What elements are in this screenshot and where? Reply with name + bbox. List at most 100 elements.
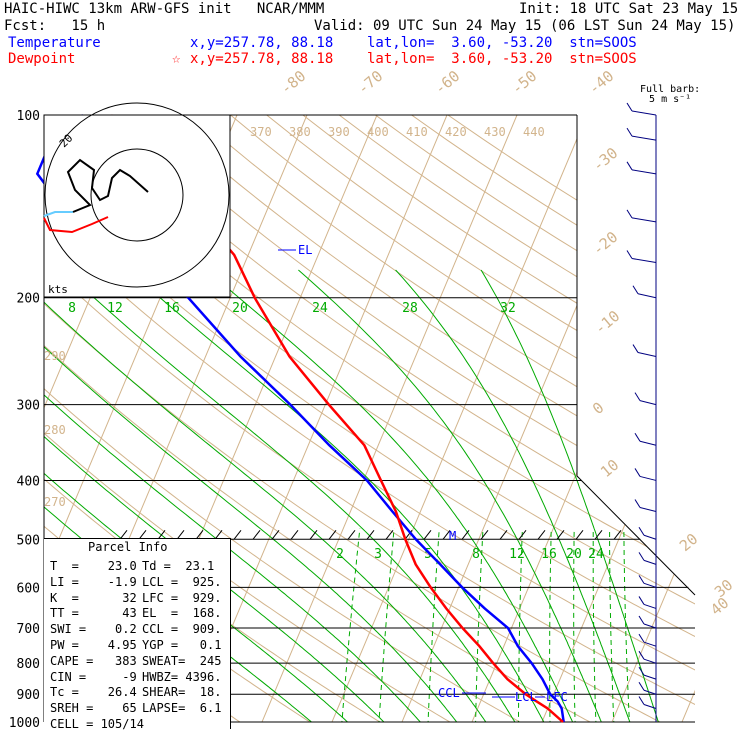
hatch-mark (442, 529, 451, 540)
moist-adiabat-line (206, 269, 580, 722)
hatch-mark (423, 529, 432, 540)
parcel-info-row: CELL = 105/14 (50, 717, 144, 733)
hatch-mark (461, 529, 470, 540)
hatch-mark (138, 529, 147, 540)
parcel-info-right: EL = 168. (142, 606, 222, 621)
wind-barb (643, 689, 657, 695)
parcel-info-right: CCL = 909. (142, 622, 222, 637)
dry-adiabat-line (338, 115, 695, 722)
wind-barb (639, 440, 657, 446)
mixing-ratio-label: 24 (312, 301, 328, 316)
hatch-mark (480, 529, 489, 540)
pressure-label: 800 (17, 657, 40, 672)
wind-barb (639, 400, 657, 406)
hatch-mark (518, 529, 527, 540)
isotherm-label: -80 (277, 67, 309, 98)
hatch-mark (575, 529, 584, 540)
temperature-legend-label: Temperature (8, 35, 101, 51)
dry-adiabat-line (44, 115, 695, 722)
hatch-mark (499, 529, 508, 540)
parcel-info-row: LI = -1.9 LCL = 925. (50, 574, 221, 591)
hodograph-trace-black (66, 158, 149, 213)
wind-barb-flag (634, 432, 641, 442)
isotherm-label: 40 (707, 594, 732, 619)
mixing-ratio-line (474, 528, 484, 722)
wind-barb (643, 559, 657, 565)
wind-barb-flag (626, 209, 633, 219)
mixing-ratio-line (549, 528, 552, 722)
wind-barb-flag (634, 499, 641, 508)
parcel-info-right: SHEAR= 18. (142, 685, 222, 700)
theta-label: 420 (445, 125, 467, 139)
isotherm-label: -50 (508, 67, 540, 98)
pressure-label: 500 (17, 533, 40, 548)
isotherm-line (396, 115, 658, 722)
dewpoint-location-info: x,y=257.78, 88.18 lat,lon= 3.60, -53.20 … (190, 51, 637, 67)
wind-barb-flag (638, 596, 645, 605)
theta-label: 430 (484, 125, 506, 139)
pressure-label: 100 (17, 109, 40, 124)
wind-barb (643, 658, 657, 664)
mixing-ratio-label: 12 (107, 301, 123, 316)
theta-label: 380 (289, 125, 311, 139)
mixing-ratio-label: 32 (500, 301, 516, 316)
valid-time: Valid: 09 UTC Sun 24 May 15 (06 LST Sun … (314, 18, 736, 34)
hatch-mark (119, 529, 128, 540)
mixing-ratio-line (427, 528, 440, 722)
hatch-mark (233, 529, 242, 540)
wind-barb-flag (626, 250, 633, 259)
ccl-label: CCL (438, 686, 460, 700)
isotherm-label: 0 (589, 398, 607, 418)
hatch-mark (176, 529, 185, 540)
moist-adiabat-line (44, 269, 432, 722)
parcel-info-title: Parcel Info (88, 540, 168, 554)
moist-adiabat-line (44, 269, 496, 722)
wind-barb-flag (632, 285, 639, 294)
m-label: M (449, 529, 456, 543)
parcel-info-left: K = 32 (50, 590, 137, 605)
isotherm-line (606, 115, 695, 722)
parcel-info-right: LAPSE= 6.1 (142, 701, 222, 716)
dewpoint-marker-icon: ☆ (172, 51, 181, 67)
moist-adiabat-line (44, 269, 397, 722)
theta-label: 440 (523, 125, 545, 139)
isotherm-label: -30 (589, 144, 621, 175)
init-time: Init: 18 UTC Sat 23 May 15 (519, 1, 739, 17)
wind-barb (643, 534, 657, 540)
pressure-label: 200 (17, 292, 40, 307)
isotherm-label: -60 (431, 67, 463, 98)
theta-label: 290 (44, 349, 66, 363)
hatch-mark (556, 529, 565, 540)
wind-barb-flag (638, 615, 645, 625)
wind-barb (631, 110, 657, 116)
theta-label: 270 (44, 495, 66, 509)
wind-barb-flag (626, 102, 633, 112)
wind-barb (637, 352, 657, 358)
lfc-label: LFC (546, 690, 568, 704)
parcel-info-right: HWBZ= 4396. (142, 669, 222, 684)
wind-barb (639, 475, 657, 481)
parcel-info-row: T = 23.0 Td = 23.1 (50, 559, 214, 575)
hodograph-trace-red (43, 216, 109, 234)
dry-adiabat-line (44, 115, 544, 722)
hatch-mark (328, 529, 337, 540)
mixing-ratio-label: 24 (588, 547, 604, 562)
parcel-info-left: LI = -1.9 (50, 574, 137, 589)
parcel-info-row: Tc = 26.4 SHEAR= 18. (50, 685, 221, 701)
moist-adiabat-line (63, 269, 524, 722)
wind-barb (631, 135, 657, 141)
hatch-mark (252, 529, 261, 540)
parcel-info-row: K = 32 LFC = 929. (50, 590, 221, 607)
temperature-location-info: x,y=257.78, 88.18 lat,lon= 3.60, -53.20 … (190, 35, 637, 51)
wind-barb-flag (634, 468, 641, 477)
mixing-ratio-label: 16 (541, 547, 557, 562)
pressure-label: 1000 (9, 716, 40, 731)
dry-adiabat-line (193, 115, 695, 722)
dewpoint-legend-label: Dewpoint (8, 51, 76, 67)
wind-barb-flag (634, 392, 641, 401)
wind-barb-flag (638, 650, 645, 660)
parcel-info-right: YGP = 0.1 (142, 638, 222, 652)
pressure-label: 900 (17, 688, 40, 703)
dry-adiabat-line (157, 115, 695, 722)
wind-barb (643, 674, 657, 680)
